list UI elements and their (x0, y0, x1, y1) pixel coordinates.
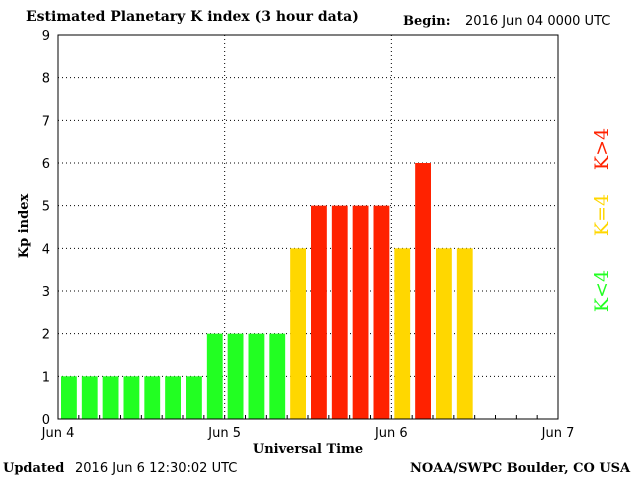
kp-bar (269, 333, 286, 419)
y-tick-label: 2 (42, 328, 50, 343)
x-tick-label: Jun 5 (207, 426, 241, 441)
grid-layer (58, 34, 558, 419)
kp-bar (415, 163, 431, 419)
kp-bar (165, 376, 181, 419)
y-tick-label: 1 (42, 370, 50, 385)
y-tick-label: 5 (42, 200, 50, 215)
bars-layer (61, 163, 473, 419)
kp-bar (394, 248, 411, 419)
kp-bar (227, 333, 244, 419)
y-tick-label: 7 (42, 114, 50, 129)
kp-bar (331, 205, 348, 419)
kp-bar (61, 376, 77, 419)
kp-bar (144, 376, 161, 419)
kp-bar (373, 205, 390, 419)
begin-label: Begin: (403, 14, 451, 29)
x-tick-label: Jun 4 (41, 426, 75, 441)
y-axis-label: Kp index (17, 194, 32, 259)
kp-bar (311, 205, 327, 419)
y-tick-label: 4 (42, 242, 50, 257)
y-tick-label: 3 (42, 285, 50, 300)
y-tick-label: 6 (42, 157, 50, 172)
legend-low: K<4 (591, 269, 613, 313)
ticks-layer: 0 1 2 3 4 5 6 7 8 9 Jun 4 Jun 5 Jun 6 Jun 7 (41, 29, 575, 441)
credit-text: NOAA/SWPC Boulder, CO USA (410, 461, 631, 476)
kp-bar (456, 248, 473, 419)
kp-bar (436, 248, 452, 419)
updated-timestamp: 2016 Jun 6 12:30:02 UTC (75, 461, 238, 476)
kp-bar (248, 333, 265, 419)
kp-bar (206, 333, 223, 419)
legend-moderate: K=4 (591, 193, 613, 237)
chart-title: Estimated Planetary K index (3 hour data… (26, 9, 359, 25)
y-tick-label: 9 (42, 29, 50, 44)
kp-bar (186, 376, 202, 419)
y-tick-label: 8 (42, 72, 50, 87)
x-tick-label: Jun 6 (374, 426, 408, 441)
kp-bar (123, 376, 140, 419)
kp-bar (290, 248, 306, 419)
begin-timestamp: 2016 Jun 04 0000 UTC (465, 14, 611, 29)
x-axis-label: Universal Time (253, 442, 363, 457)
plot-frame (57, 34, 559, 420)
kp-bar (102, 376, 119, 419)
kp-bar (81, 376, 98, 419)
updated-label: Updated (3, 461, 65, 476)
kp-bar (352, 205, 369, 419)
y-tick-label: 0 (42, 413, 50, 428)
x-tick-label: Jun 7 (541, 426, 575, 441)
